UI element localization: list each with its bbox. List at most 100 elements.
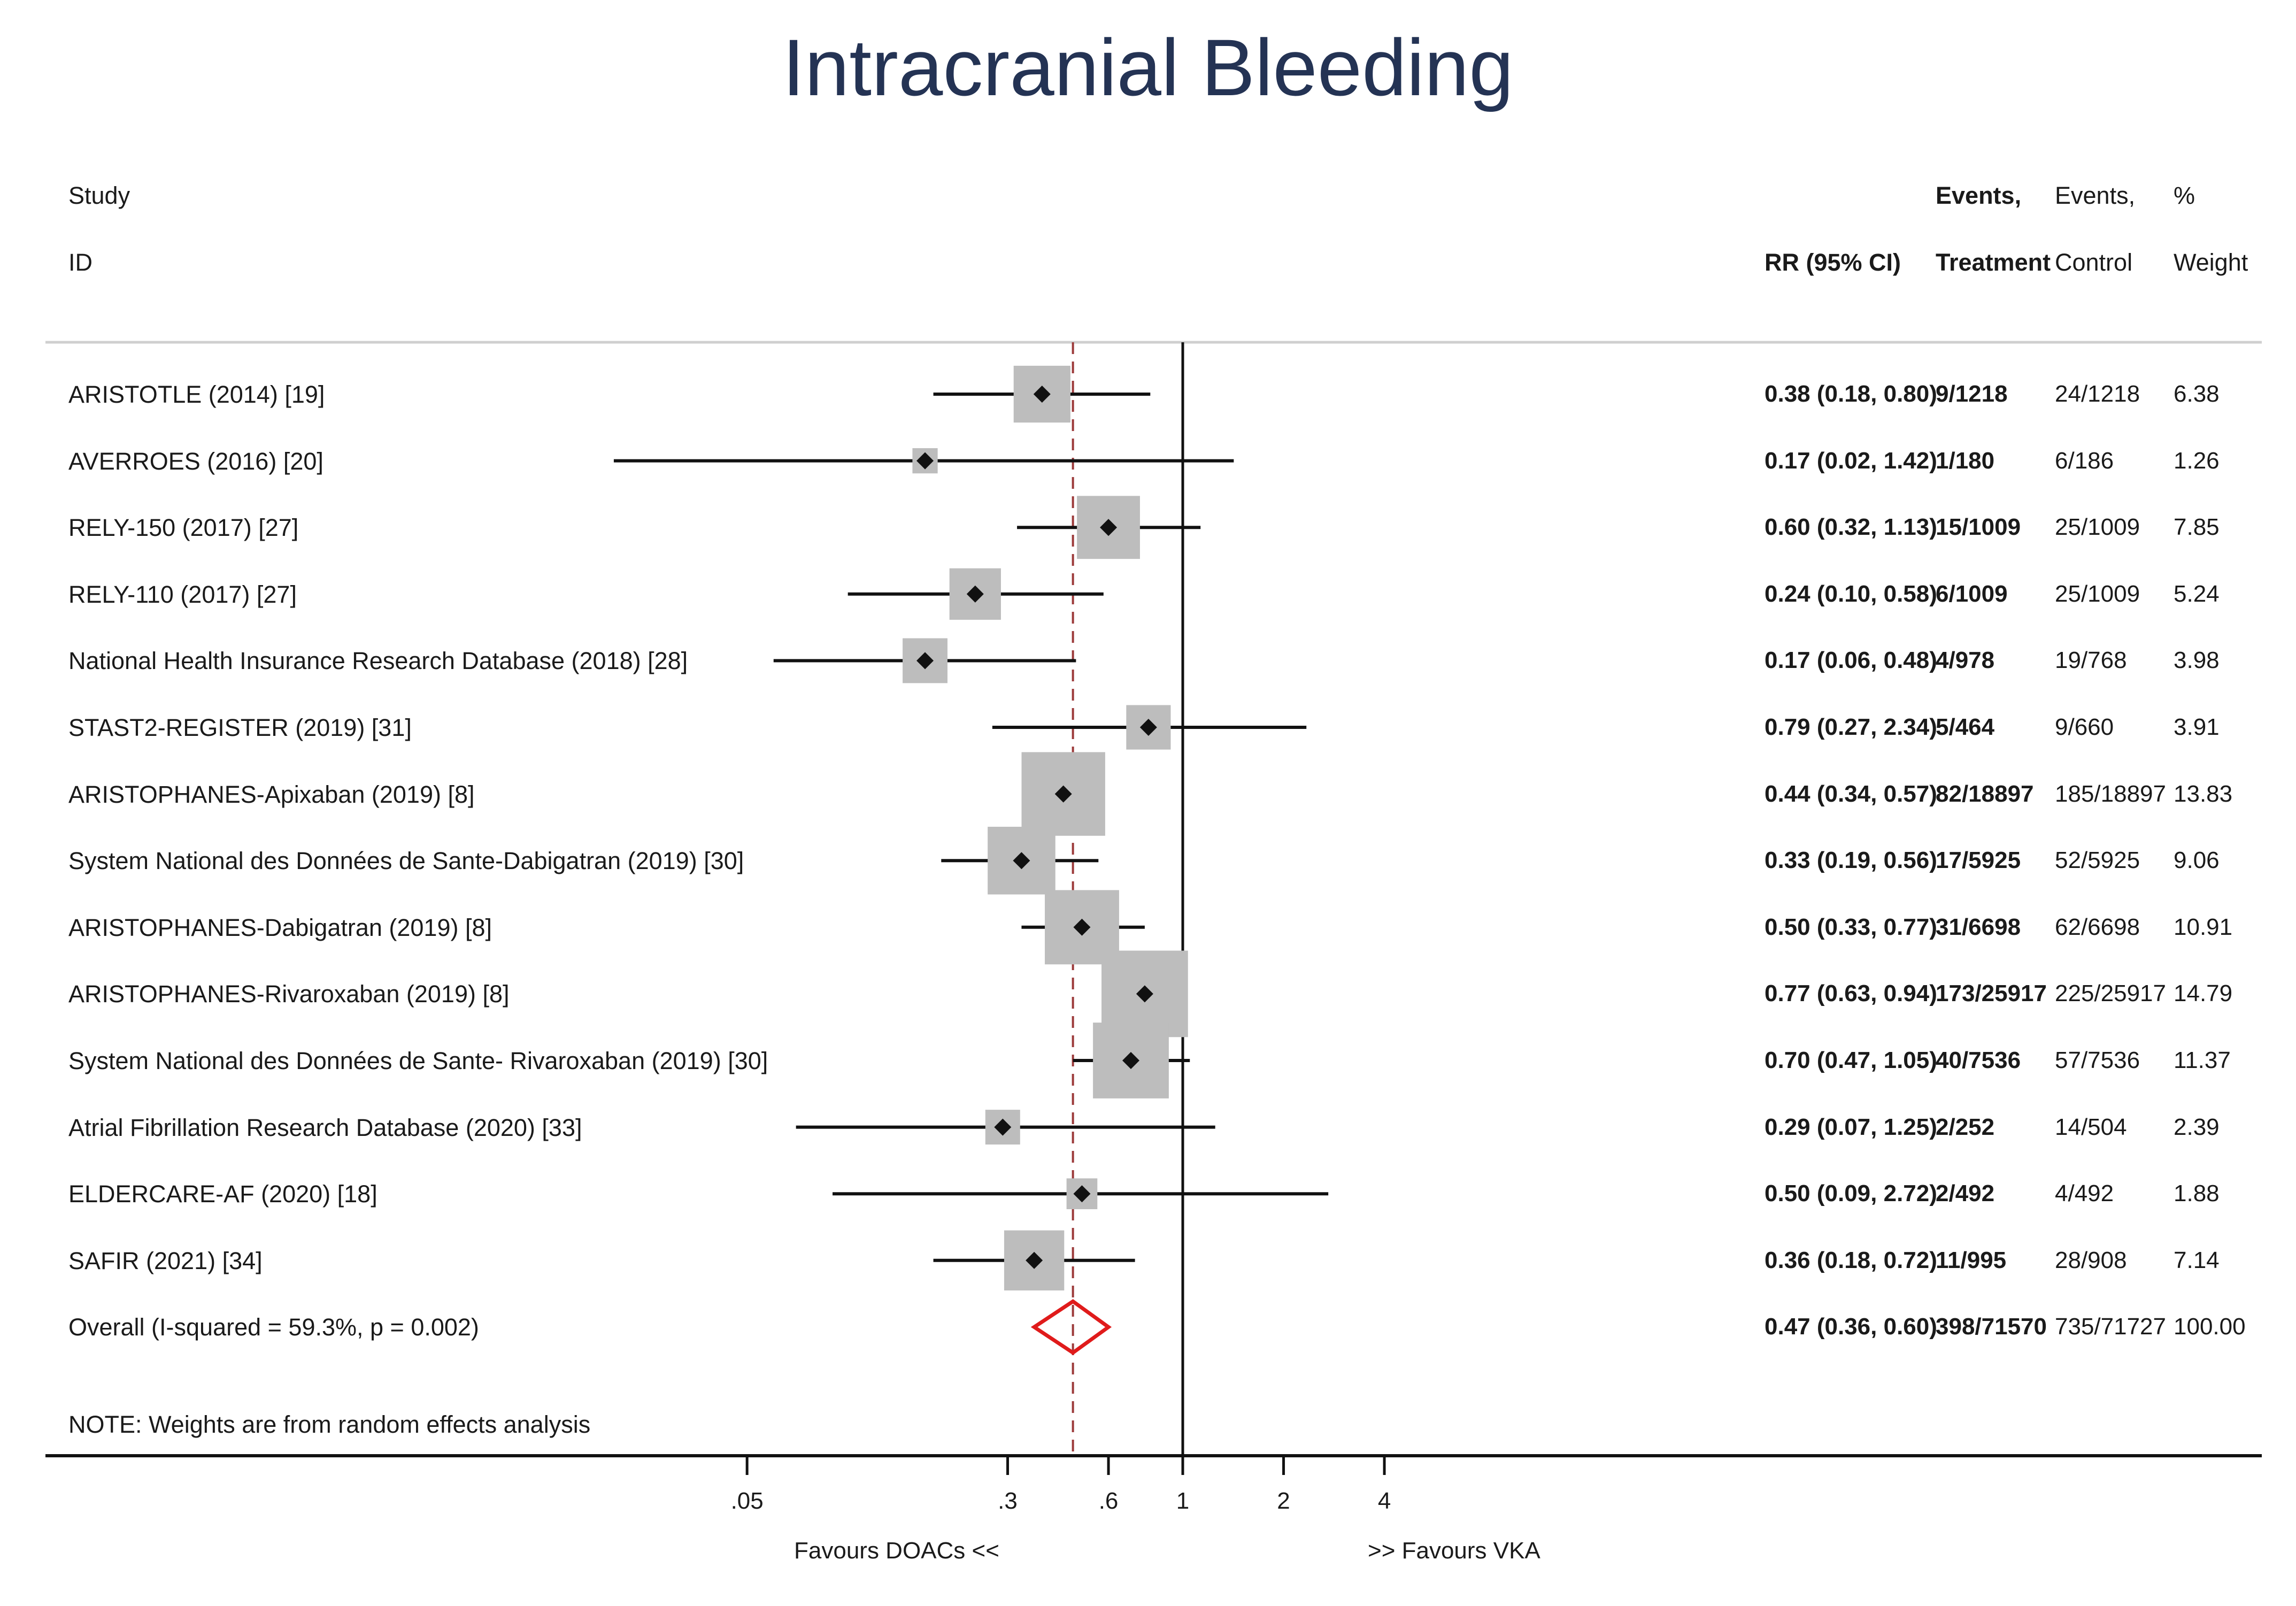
- rr-ci-value: 0.50 (0.33, 0.77): [1765, 913, 1937, 940]
- header-weight-2: Weight: [2174, 249, 2248, 276]
- study-label: ARISTOPHANES-Dabigatran (2019) [8]: [68, 913, 492, 941]
- x-label-favours-doacs: Favours DOACs <<: [794, 1538, 999, 1564]
- point-estimate: [1026, 1251, 1043, 1269]
- x-tick-label: 4: [1377, 1488, 1391, 1514]
- header-id: ID: [68, 249, 93, 276]
- rr-ci-value: 0.33 (0.19, 0.56): [1765, 847, 1937, 874]
- weight-value: 10.91: [2174, 913, 2233, 940]
- rr-ci-value: 0.77 (0.63, 0.94): [1765, 980, 1937, 1007]
- events-treatment: 6/1009: [1936, 580, 2008, 607]
- header-study: Study: [68, 182, 130, 209]
- study-label: ARISTOPHANES-Apixaban (2019) [8]: [68, 780, 475, 808]
- weight-value: 7.85: [2174, 514, 2220, 541]
- study-label: SAFIR (2021) [34]: [68, 1247, 263, 1274]
- weight-value: 13.83: [2174, 780, 2233, 807]
- weight-value: 5.24: [2174, 580, 2220, 607]
- events-treatment: 2/492: [1936, 1180, 1995, 1207]
- events-treatment: 31/6698: [1936, 913, 2021, 940]
- point-estimate: [1013, 852, 1030, 870]
- events-control: 6/186: [2055, 447, 2114, 474]
- overall-label: Overall (I-squared = 59.3%, p = 0.002): [68, 1313, 479, 1341]
- x-tick-label: 2: [1277, 1488, 1290, 1514]
- header-rr: RR (95% CI): [1765, 249, 1901, 276]
- rr-ci-value: 0.44 (0.34, 0.57): [1765, 780, 1937, 807]
- events-treatment: 1/180: [1936, 447, 1995, 474]
- rr-ci-value: 0.17 (0.06, 0.48): [1765, 647, 1937, 674]
- study-label: System National des Données de Sante-Dab…: [68, 847, 744, 875]
- rr-ci-value: 0.70 (0.47, 1.05): [1765, 1047, 1937, 1073]
- x-tick-label: .6: [1098, 1488, 1119, 1514]
- header-events-treatment-1: Events,: [1936, 182, 2022, 209]
- events-control: 62/6698: [2055, 913, 2140, 940]
- events-control: 25/1009: [2055, 580, 2140, 607]
- events-control: 19/768: [2055, 647, 2127, 674]
- x-tick-label: 1: [1176, 1488, 1190, 1514]
- events-control: 28/908: [2055, 1247, 2127, 1273]
- events-treatment: 40/7536: [1936, 1047, 2021, 1073]
- events-control: 14/504: [2055, 1113, 2127, 1140]
- rr-ci-value: 0.24 (0.10, 0.58): [1765, 580, 1937, 607]
- events-treatment: 11/995: [1936, 1247, 2007, 1273]
- study-label: STAST2-REGISTER (2019) [31]: [68, 714, 412, 741]
- overall-diamond: [1030, 1299, 1112, 1355]
- point-estimate: [1139, 719, 1157, 736]
- weight-value: 9.06: [2174, 847, 2220, 874]
- point-estimate: [916, 452, 934, 470]
- rr-ci-value: 0.60 (0.32, 1.13): [1765, 514, 1937, 541]
- study-label: System National des Données de Sante- Ri…: [68, 1047, 768, 1074]
- study-label: ELDERCARE-AF (2020) [18]: [68, 1180, 377, 1208]
- events-control: 225/25917: [2055, 980, 2166, 1007]
- rr-ci-value: 0.38 (0.18, 0.80): [1765, 381, 1937, 407]
- rr-ci-value: 0.50 (0.09, 2.72): [1765, 1180, 1937, 1207]
- point-estimate: [1054, 785, 1072, 803]
- weight-value: 3.91: [2174, 714, 2220, 740]
- overall-events-treatment: 398/71570: [1936, 1313, 2047, 1340]
- point-estimate: [1033, 386, 1051, 403]
- weight-value: 2.39: [2174, 1113, 2220, 1140]
- events-treatment: 4/978: [1936, 647, 1995, 674]
- rr-ci-value: 0.29 (0.07, 1.25): [1765, 1113, 1937, 1140]
- header-events-control-2: Control: [2055, 249, 2133, 276]
- rr-ci-value: 0.17 (0.02, 1.42): [1765, 447, 1937, 474]
- events-treatment: 17/5925: [1936, 847, 2021, 874]
- weight-value: 14.79: [2174, 980, 2233, 1007]
- weight-value: 3.98: [2174, 647, 2220, 674]
- point-estimate: [1122, 1052, 1139, 1069]
- rr-ci-value: 0.36 (0.18, 0.72): [1765, 1247, 1937, 1273]
- events-control: 4/492: [2055, 1180, 2114, 1207]
- events-control: 9/660: [2055, 714, 2114, 740]
- study-label: Atrial Fibrillation Research Database (2…: [68, 1113, 582, 1141]
- weight-value: 1.26: [2174, 447, 2220, 474]
- x-tick-label: .05: [730, 1488, 764, 1514]
- x-tick-label: .3: [998, 1488, 1018, 1514]
- events-control: 25/1009: [2055, 514, 2140, 541]
- events-control: 57/7536: [2055, 1047, 2140, 1073]
- rr-ci-value: 0.79 (0.27, 2.34): [1765, 714, 1937, 740]
- study-label: ARISTOPHANES-Rivaroxaban (2019) [8]: [68, 980, 510, 1008]
- events-control: 24/1218: [2055, 381, 2140, 407]
- weight-value: 11.37: [2174, 1047, 2231, 1073]
- events-control: 52/5925: [2055, 847, 2140, 874]
- study-label: ARISTOTLE (2014) [19]: [68, 381, 325, 408]
- weight-value: 7.14: [2174, 1247, 2220, 1273]
- point-estimate: [1073, 1185, 1091, 1203]
- study-label: RELY-110 (2017) [27]: [68, 580, 297, 608]
- x-label-favours-vka: >> Favours VKA: [1368, 1538, 1540, 1564]
- weights-note: NOTE: Weights are from random effects an…: [68, 1411, 591, 1438]
- weight-value: 1.88: [2174, 1180, 2220, 1207]
- overall-events-control: 735/71727: [2055, 1313, 2166, 1340]
- weight-value: 6.38: [2174, 381, 2220, 407]
- chart-title: Intracranial Bleeding: [782, 22, 1514, 112]
- events-treatment: 82/18897: [1936, 780, 2034, 807]
- events-treatment: 173/25917: [1936, 980, 2047, 1007]
- events-treatment: 15/1009: [1936, 514, 2021, 541]
- study-label: AVERROES (2016) [20]: [68, 447, 323, 475]
- point-estimate: [966, 585, 984, 603]
- events-treatment: 2/252: [1936, 1113, 1995, 1140]
- study-label: National Health Insurance Research Datab…: [68, 647, 688, 675]
- point-estimate: [1100, 519, 1118, 536]
- events-treatment: 9/1218: [1936, 381, 2008, 407]
- point-estimate: [1073, 918, 1091, 936]
- header-weight-1: %: [2174, 182, 2195, 209]
